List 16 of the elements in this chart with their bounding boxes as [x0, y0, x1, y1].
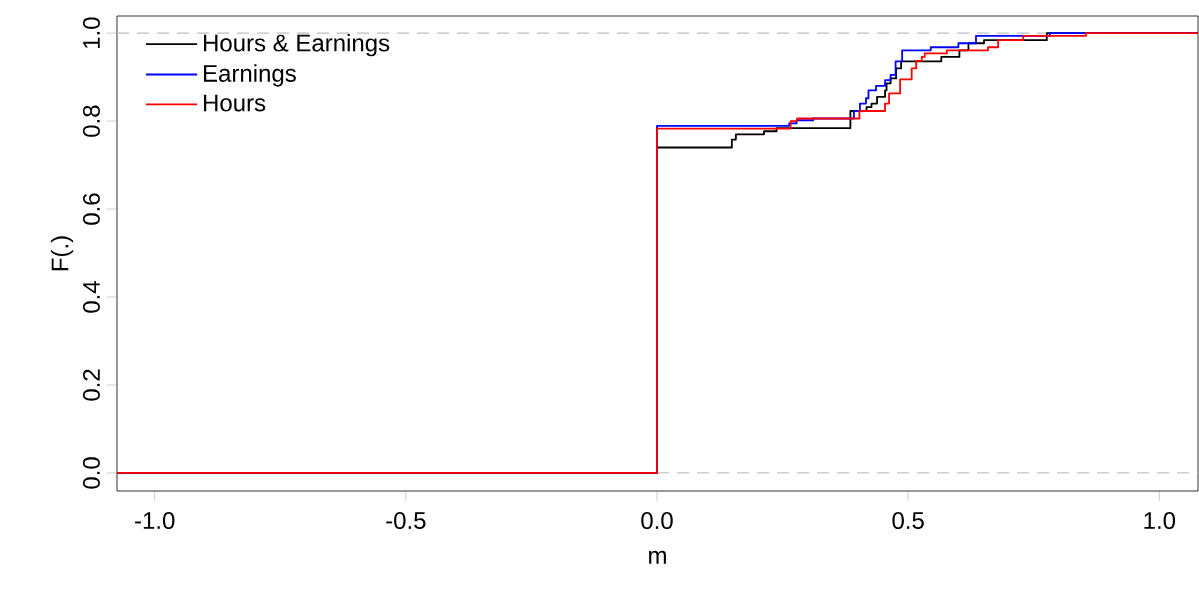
y-tick-label: 0.8	[82, 105, 100, 137]
y-tick-label: 0.2	[82, 369, 100, 401]
y-tick-label: 0.0	[82, 457, 100, 489]
x-axis-title: m	[649, 550, 666, 564]
x-tick-label: -0.5	[386, 512, 426, 530]
legend-label: Hours	[204, 94, 266, 112]
legend-label: Earnings	[204, 64, 296, 87]
y-axis-title: F(.)	[50, 236, 74, 271]
x-tick-label: -1.0	[135, 512, 175, 530]
x-tick-label: 0.5	[892, 512, 924, 530]
legend-label: Hours & Earnings	[204, 33, 390, 57]
y-tick-label: 0.4	[82, 281, 100, 313]
y-tick-label: 1.0	[82, 17, 100, 49]
x-tick-label: 0.0	[641, 512, 673, 530]
y-tick-label: 0.6	[82, 193, 100, 225]
x-tick-label: 1.0	[1144, 512, 1176, 530]
